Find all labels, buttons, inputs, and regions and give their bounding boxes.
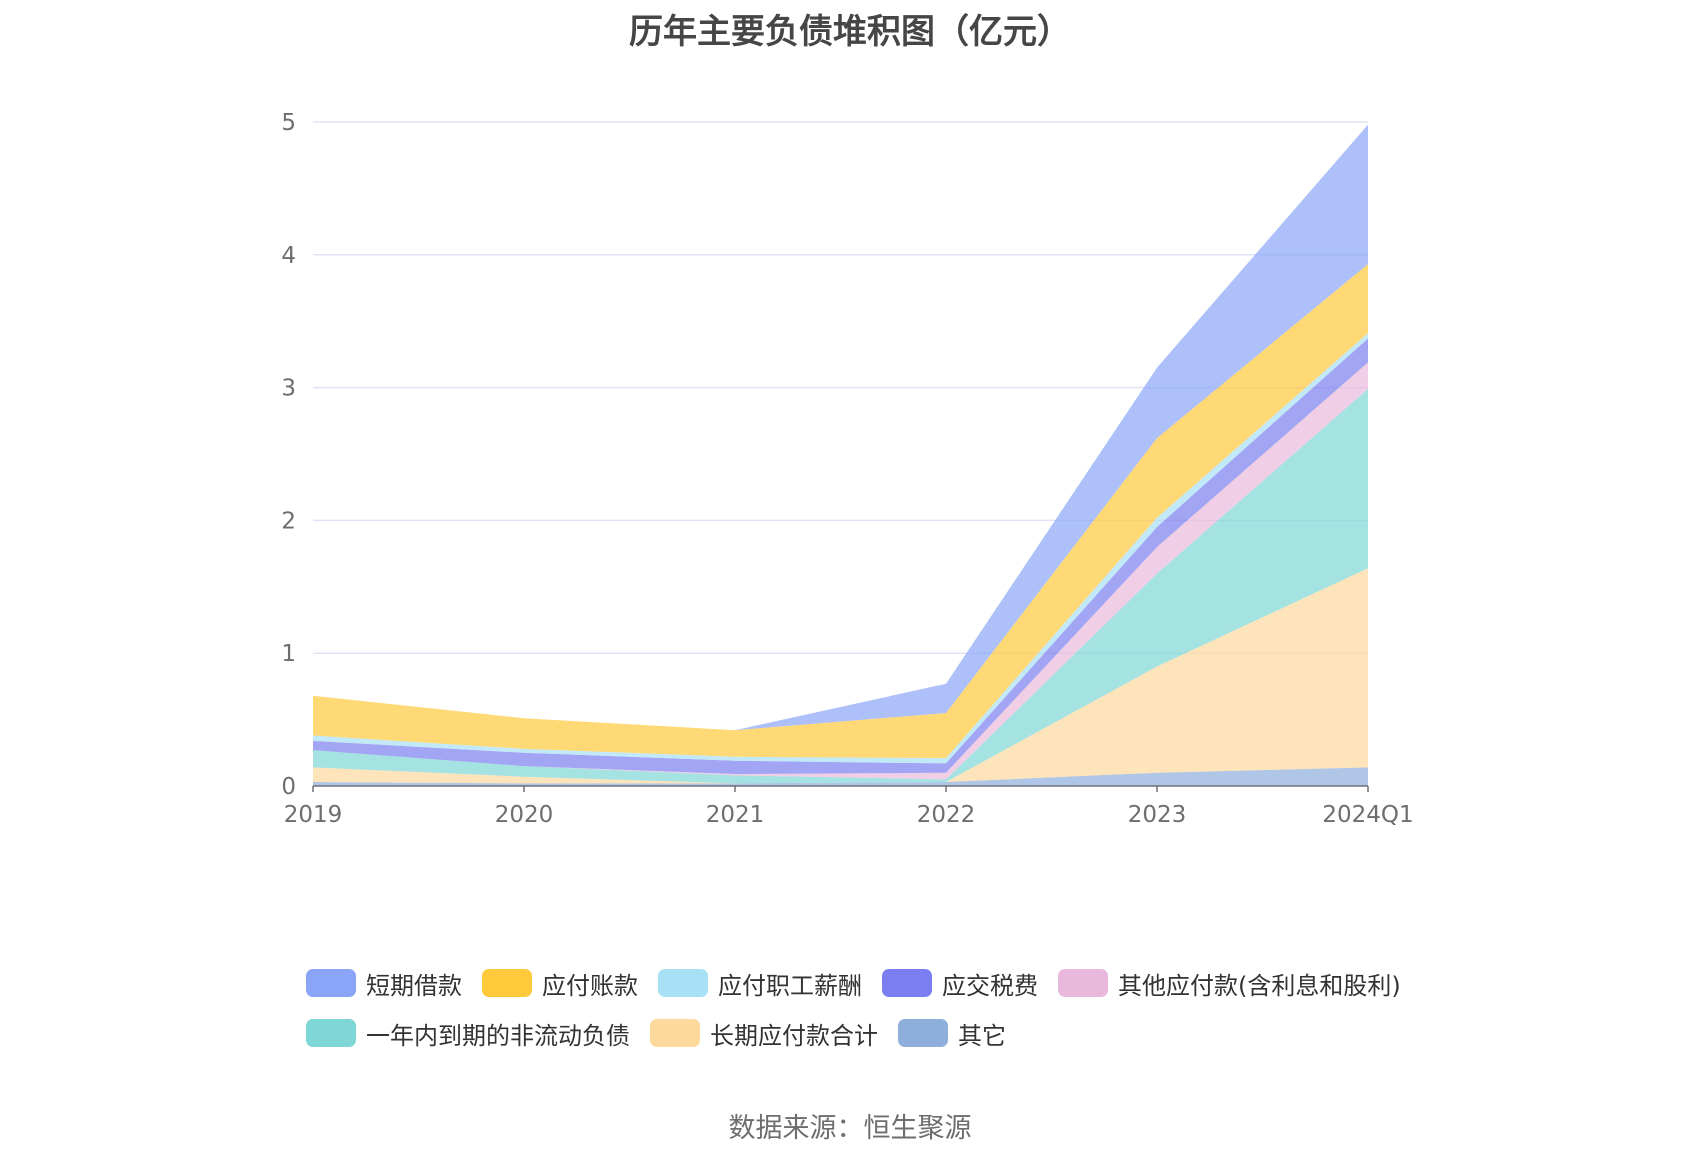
y-tick-label: 2	[281, 508, 296, 534]
area-series-3	[313, 362, 1368, 780]
chart-title: 历年主要负债堆积图（亿元）	[629, 12, 1071, 52]
legend-swatch	[306, 1019, 356, 1047]
x-tick-label: 2021	[706, 802, 765, 828]
legend-label: 应付账款	[542, 971, 638, 1000]
legend-label: 应付职工薪酬	[718, 971, 862, 1000]
data-source: 数据来源：恒生聚源	[728, 1113, 972, 1144]
x-tick-label: 2024Q1	[1322, 802, 1413, 828]
y-tick-label: 1	[281, 641, 296, 667]
legend-row-2: 一年内到期的非流动负债 长期应付款合计 其它	[306, 1008, 1456, 1058]
legend-swatch	[482, 969, 532, 997]
stacked-area-chart: 0 1 2 3 4 5 2019 2020 2021 2022 2023 2024Q1	[281, 110, 1413, 828]
area-series-2	[313, 388, 1368, 784]
legend-item[interactable]: 应交税费	[882, 966, 1038, 1001]
x-tick-label: 2020	[495, 802, 554, 828]
x-tick-label: 2023	[1128, 802, 1187, 828]
legend-swatch	[898, 1019, 948, 1047]
legend-label: 其他应付款(含利息和股利)	[1118, 971, 1401, 1000]
y-tick-label: 3	[281, 376, 296, 402]
legend-swatch	[658, 969, 708, 997]
legend: 短期借款 应付账款 应付职工薪酬 应交税费 其他应付款(含利息和股利) 一年内到期的非流…	[306, 958, 1456, 1058]
y-tick-label: 5	[281, 110, 296, 136]
legend-label: 应交税费	[942, 971, 1038, 1000]
legend-swatch	[650, 1019, 700, 1047]
area-series-1	[313, 568, 1368, 784]
legend-swatch	[882, 969, 932, 997]
legend-item[interactable]: 长期应付款合计	[650, 1016, 878, 1051]
legend-item[interactable]: 一年内到期的非流动负债	[306, 1016, 630, 1051]
legend-label: 一年内到期的非流动负债	[366, 1021, 630, 1050]
legend-swatch	[306, 969, 356, 997]
y-tick-label: 4	[281, 243, 296, 269]
x-tick-label: 2022	[917, 802, 976, 828]
legend-swatch	[1058, 969, 1108, 997]
legend-item[interactable]: 短期借款	[306, 966, 462, 1001]
y-tick-label: 0	[281, 774, 296, 800]
legend-item[interactable]: 应付职工薪酬	[658, 966, 862, 1001]
legend-label: 其它	[958, 1021, 1006, 1050]
legend-label: 长期应付款合计	[710, 1021, 878, 1050]
legend-row-1: 短期借款 应付账款 应付职工薪酬 应交税费 其他应付款(含利息和股利)	[306, 958, 1456, 1008]
legend-item[interactable]: 其它	[898, 1016, 1006, 1051]
legend-item[interactable]: 应付账款	[482, 966, 638, 1001]
area-series-6	[313, 264, 1368, 759]
legend-item[interactable]: 其他应付款(含利息和股利)	[1058, 966, 1401, 1001]
x-tick-label: 2019	[284, 802, 343, 828]
area-series-7	[313, 124, 1368, 731]
area-series-0	[313, 767, 1368, 786]
legend-label: 短期借款	[366, 971, 462, 1000]
